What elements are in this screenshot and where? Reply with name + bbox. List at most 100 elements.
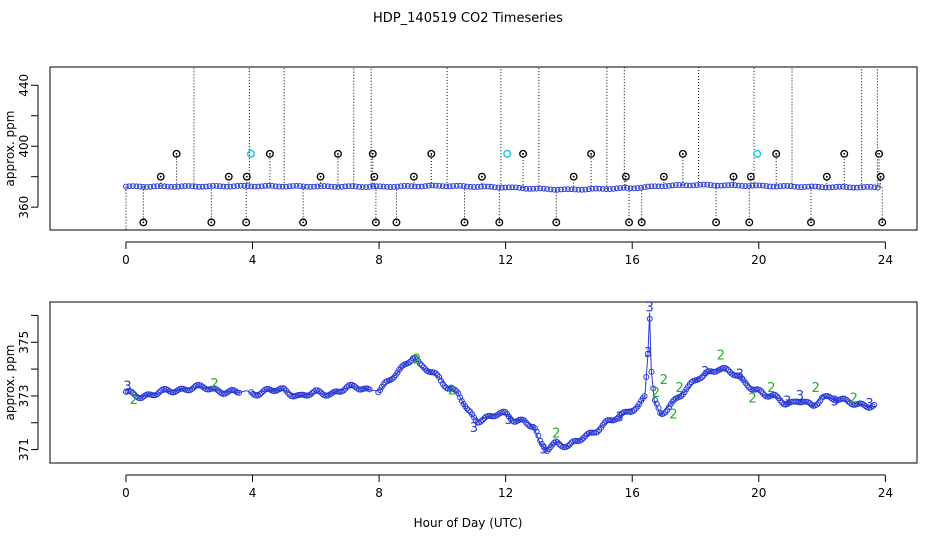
baseline-point <box>519 185 526 192</box>
baseline-point <box>387 184 394 190</box>
x-tick-label: 12 <box>498 253 513 267</box>
outlier-point-center <box>522 152 524 155</box>
series-point <box>389 375 396 382</box>
baseline-point <box>693 182 700 188</box>
series-point <box>817 397 824 404</box>
outlier-point-center <box>775 152 778 155</box>
series-point <box>154 391 161 398</box>
baseline-point <box>589 185 596 192</box>
baseline-point <box>669 182 676 189</box>
baseline-point <box>749 182 756 189</box>
baseline-point <box>537 185 544 192</box>
baseline-point <box>627 185 634 192</box>
baseline-point <box>460 183 467 189</box>
series-point <box>869 403 876 410</box>
outlier-point <box>625 218 634 227</box>
baseline-point <box>798 184 805 190</box>
outlier-point-center <box>142 221 145 224</box>
outlier-point <box>536 59 543 66</box>
baseline-point <box>742 183 749 189</box>
outlier-point-center <box>159 175 162 178</box>
series-point <box>698 374 705 381</box>
outlier-point-center <box>861 62 863 64</box>
baseline-point <box>697 181 704 188</box>
point-label: 2 <box>652 386 660 401</box>
point-label: 3 <box>783 394 791 409</box>
baseline-point <box>652 183 658 190</box>
baseline-point <box>561 186 568 193</box>
series-point <box>471 414 478 421</box>
baseline-point <box>418 183 425 190</box>
baseline-point <box>398 183 404 190</box>
baseline-point <box>453 182 460 189</box>
outlier-point-center <box>463 221 466 224</box>
series-point <box>772 391 779 398</box>
baseline-point <box>683 182 690 189</box>
series-point <box>457 394 464 401</box>
baseline-point <box>422 183 429 189</box>
series-point <box>128 388 135 395</box>
outlier-point-center <box>748 221 751 224</box>
series-point <box>843 396 850 403</box>
baseline-point <box>753 182 759 189</box>
series-point <box>544 447 551 454</box>
outlier-point <box>156 172 165 181</box>
baseline-point <box>819 184 825 191</box>
baseline-point <box>672 182 679 188</box>
series-point <box>646 315 653 322</box>
point-label: 3 <box>831 394 839 409</box>
baseline-point <box>704 181 711 188</box>
baseline-point <box>780 183 787 189</box>
baseline-point <box>784 183 791 189</box>
x-tick-label: 24 <box>878 253 893 267</box>
series-point <box>477 418 484 425</box>
series-point <box>377 387 384 394</box>
baseline-point <box>450 183 457 189</box>
outlier-point-center <box>373 175 376 178</box>
baseline-point <box>805 183 812 190</box>
baseline-point <box>707 182 714 188</box>
outlier-point-center <box>175 152 178 155</box>
series-point <box>156 389 163 396</box>
outlier-point <box>587 149 596 158</box>
baseline-point <box>147 183 154 190</box>
x-axis-label: Hour of Day (UTC) <box>414 516 523 530</box>
x-tick-label: 20 <box>751 253 766 267</box>
baseline-point <box>739 182 745 189</box>
outlier-point <box>444 59 451 66</box>
baseline-point <box>178 183 185 190</box>
baseline-point <box>189 183 195 190</box>
series-point <box>432 370 439 377</box>
outlier-point-center <box>753 62 755 64</box>
baseline-point <box>359 184 366 190</box>
baseline-point <box>331 184 338 190</box>
baseline-point <box>860 184 867 190</box>
outlier-point-center <box>353 62 355 64</box>
y-axis-label: approx. ppm <box>3 345 17 421</box>
plot-frame <box>49 66 918 231</box>
outlier-point <box>621 59 628 66</box>
baseline-point <box>585 186 592 193</box>
baseline-point <box>276 183 282 190</box>
outlier-point-center <box>681 152 684 155</box>
baseline-point <box>599 185 606 192</box>
outlier-point-center <box>715 221 717 224</box>
outlier-point-center <box>810 221 812 224</box>
baseline-point <box>498 184 505 191</box>
series-point <box>537 437 544 444</box>
outlier-point <box>316 172 325 181</box>
baseline-point <box>241 182 248 189</box>
y-tick-label: 375 <box>17 331 31 354</box>
baseline-point <box>164 183 171 190</box>
x-tick-label: 24 <box>878 486 893 500</box>
baseline-point <box>123 183 129 190</box>
outlier-point-center <box>881 221 884 224</box>
outlier-point <box>495 218 504 227</box>
baseline-point <box>641 184 648 190</box>
baseline-point <box>314 183 321 190</box>
point-label: 3 <box>645 300 653 315</box>
baseline-point <box>310 183 317 190</box>
baseline-point <box>391 184 397 190</box>
baseline-point <box>596 185 603 192</box>
baseline-point <box>610 185 617 192</box>
